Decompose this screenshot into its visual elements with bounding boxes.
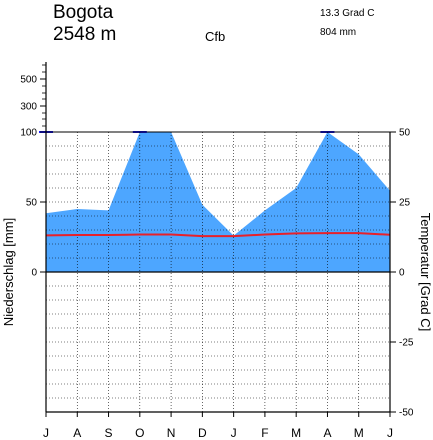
month-label: M (291, 426, 301, 440)
left-tick-label: 300 (20, 102, 37, 113)
left-tick-label: 500 (20, 75, 37, 86)
station-elevation: 2548 m (53, 24, 116, 45)
month-label: A (73, 426, 81, 440)
left-tick-label: 50 (26, 198, 38, 209)
month-label: O (135, 426, 144, 440)
grid (46, 132, 390, 412)
annual-precipitation: 804 mm (320, 27, 356, 38)
right-tick-label: 50 (399, 128, 411, 139)
right-axis-title: Temperatur [Grad C] (418, 213, 433, 332)
left-axis-ticks: 0 50 100 300 500 (20, 64, 46, 279)
temperature-line (45, 232, 391, 238)
left-tick-label: 0 (31, 268, 37, 279)
temperature-line-path (45, 232, 391, 238)
month-label: J (231, 426, 237, 440)
right-tick-label: 0 (399, 268, 405, 279)
precipitation-area-shape (46, 132, 390, 272)
month-label: S (105, 426, 113, 440)
mean-temperature: 13.3 Grad C (320, 8, 374, 19)
month-label: F (261, 426, 268, 440)
right-axis-ticks: 50 25 0 -25 -50 (390, 128, 414, 419)
month-label: J (387, 426, 393, 440)
climate-class: Cfb (205, 29, 225, 44)
left-tick-label: 100 (20, 128, 37, 139)
month-label: D (198, 426, 207, 440)
month-label: N (167, 426, 176, 440)
left-axis-title: Niederschlag [mm] (1, 218, 16, 326)
month-label: A (323, 426, 331, 440)
month-label: M (354, 426, 364, 440)
right-tick-label: -25 (399, 338, 414, 349)
right-tick-label: -50 (399, 408, 414, 419)
month-label: J (43, 426, 49, 440)
right-tick-label: 25 (399, 198, 411, 209)
station-name: Bogota (53, 2, 114, 23)
